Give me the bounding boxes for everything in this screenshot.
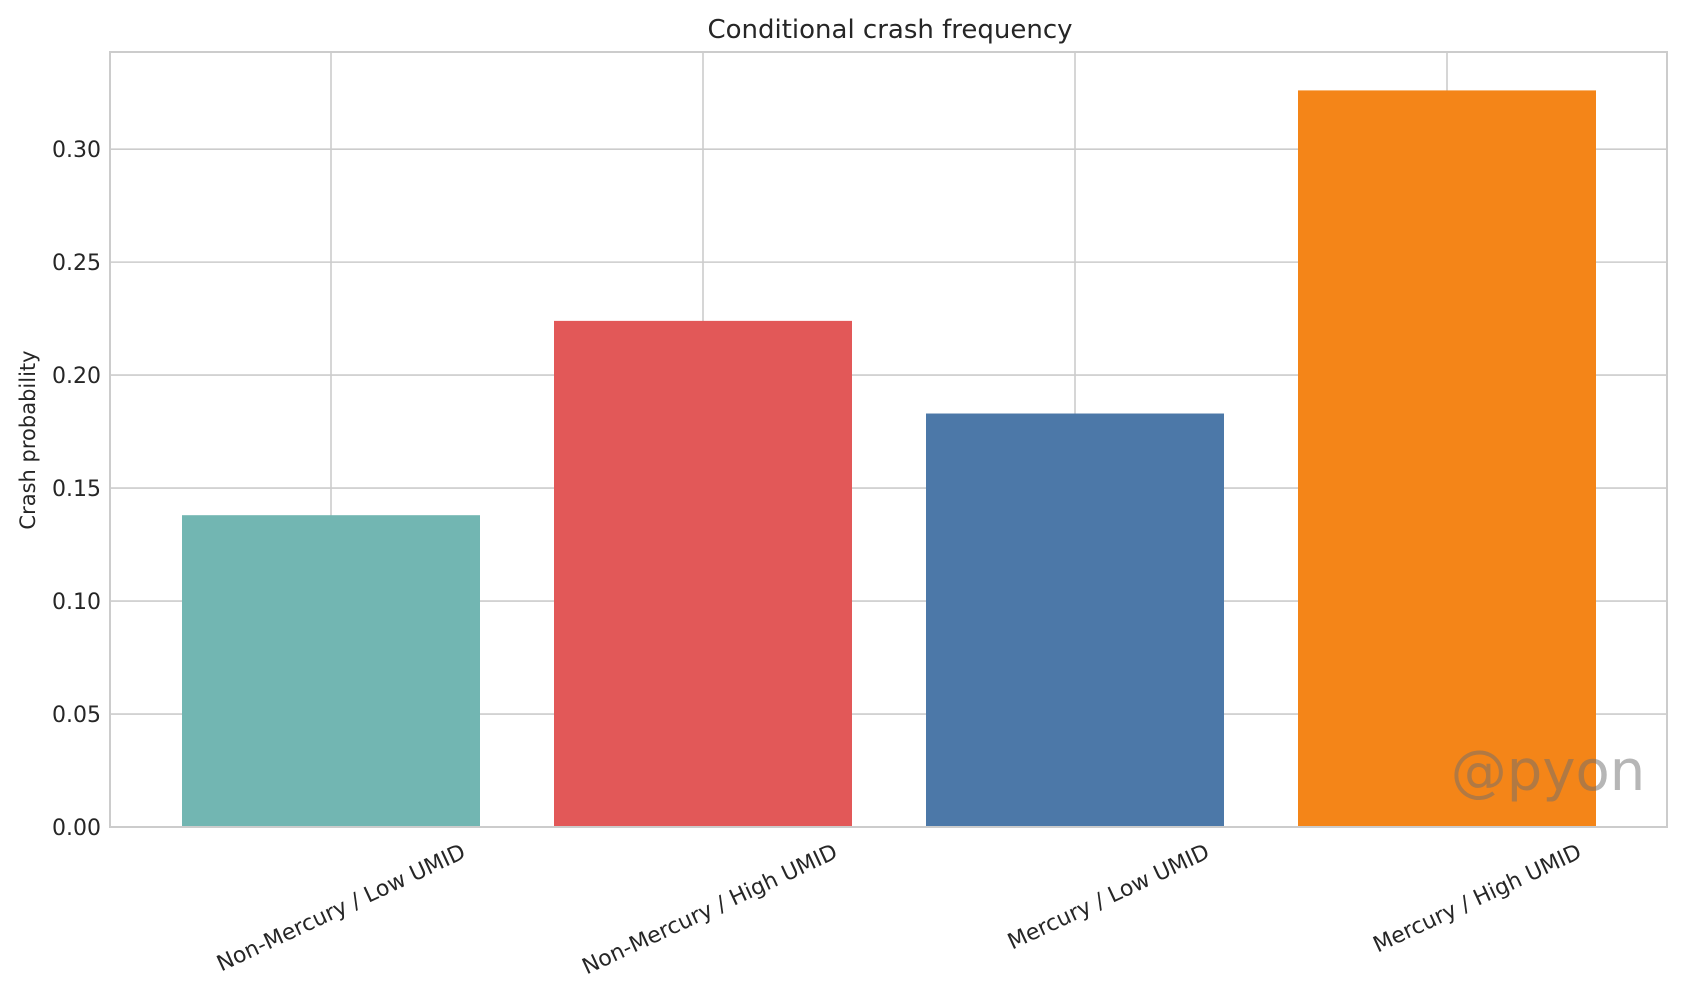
y-axis-label: Crash probability xyxy=(16,350,40,529)
bars xyxy=(182,90,1596,828)
bar xyxy=(1298,90,1596,828)
watermark: @pyon xyxy=(1451,739,1645,804)
y-tick-label: 0.30 xyxy=(52,138,101,163)
y-axis-ticks: 0.00 0.05 0.10 0.15 0.20 0.25 0.30 xyxy=(52,138,101,841)
bar xyxy=(554,320,852,827)
y-tick-label: 0.20 xyxy=(52,364,101,389)
y-tick-label: 0.15 xyxy=(52,477,101,502)
chart-title: Conditional crash frequency xyxy=(707,15,1072,45)
plot-frame xyxy=(109,51,1668,828)
y-tick-label: 0.00 xyxy=(52,816,101,841)
bar xyxy=(182,515,480,827)
y-tick-label: 0.05 xyxy=(52,703,101,728)
y-tick-label: 0.25 xyxy=(52,251,101,276)
y-tick-label: 0.10 xyxy=(52,590,101,615)
bar xyxy=(926,413,1224,827)
